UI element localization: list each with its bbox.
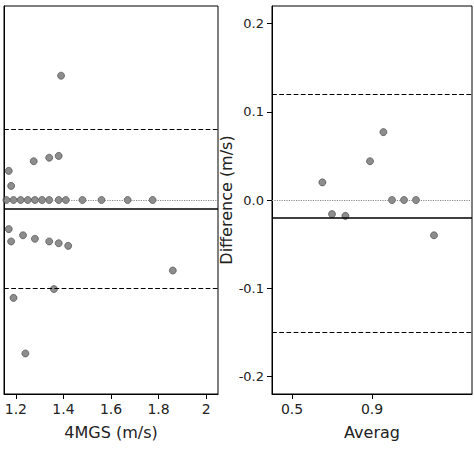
svg-text:0.2: 0.2 bbox=[243, 16, 264, 31]
svg-text:-0.1: -0.1 bbox=[239, 281, 264, 296]
svg-text:Averag: Averag bbox=[344, 423, 400, 442]
svg-text:4MGS (m/s): 4MGS (m/s) bbox=[64, 423, 157, 442]
svg-text:Difference (m/s): Difference (m/s) bbox=[217, 135, 236, 264]
svg-text:0.1: 0.1 bbox=[243, 104, 264, 119]
svg-text:1.6: 1.6 bbox=[100, 401, 122, 417]
svg-text:1.4: 1.4 bbox=[52, 401, 74, 417]
svg-text:-0.2: -0.2 bbox=[239, 369, 264, 384]
svg-text:0.5: 0.5 bbox=[281, 401, 303, 417]
svg-text:1.2: 1.2 bbox=[5, 401, 27, 417]
svg-text:0.9: 0.9 bbox=[361, 401, 383, 417]
svg-text:1.8: 1.8 bbox=[147, 401, 169, 417]
svg-text:0.0: 0.0 bbox=[243, 193, 264, 208]
svg-text:2: 2 bbox=[202, 401, 211, 417]
